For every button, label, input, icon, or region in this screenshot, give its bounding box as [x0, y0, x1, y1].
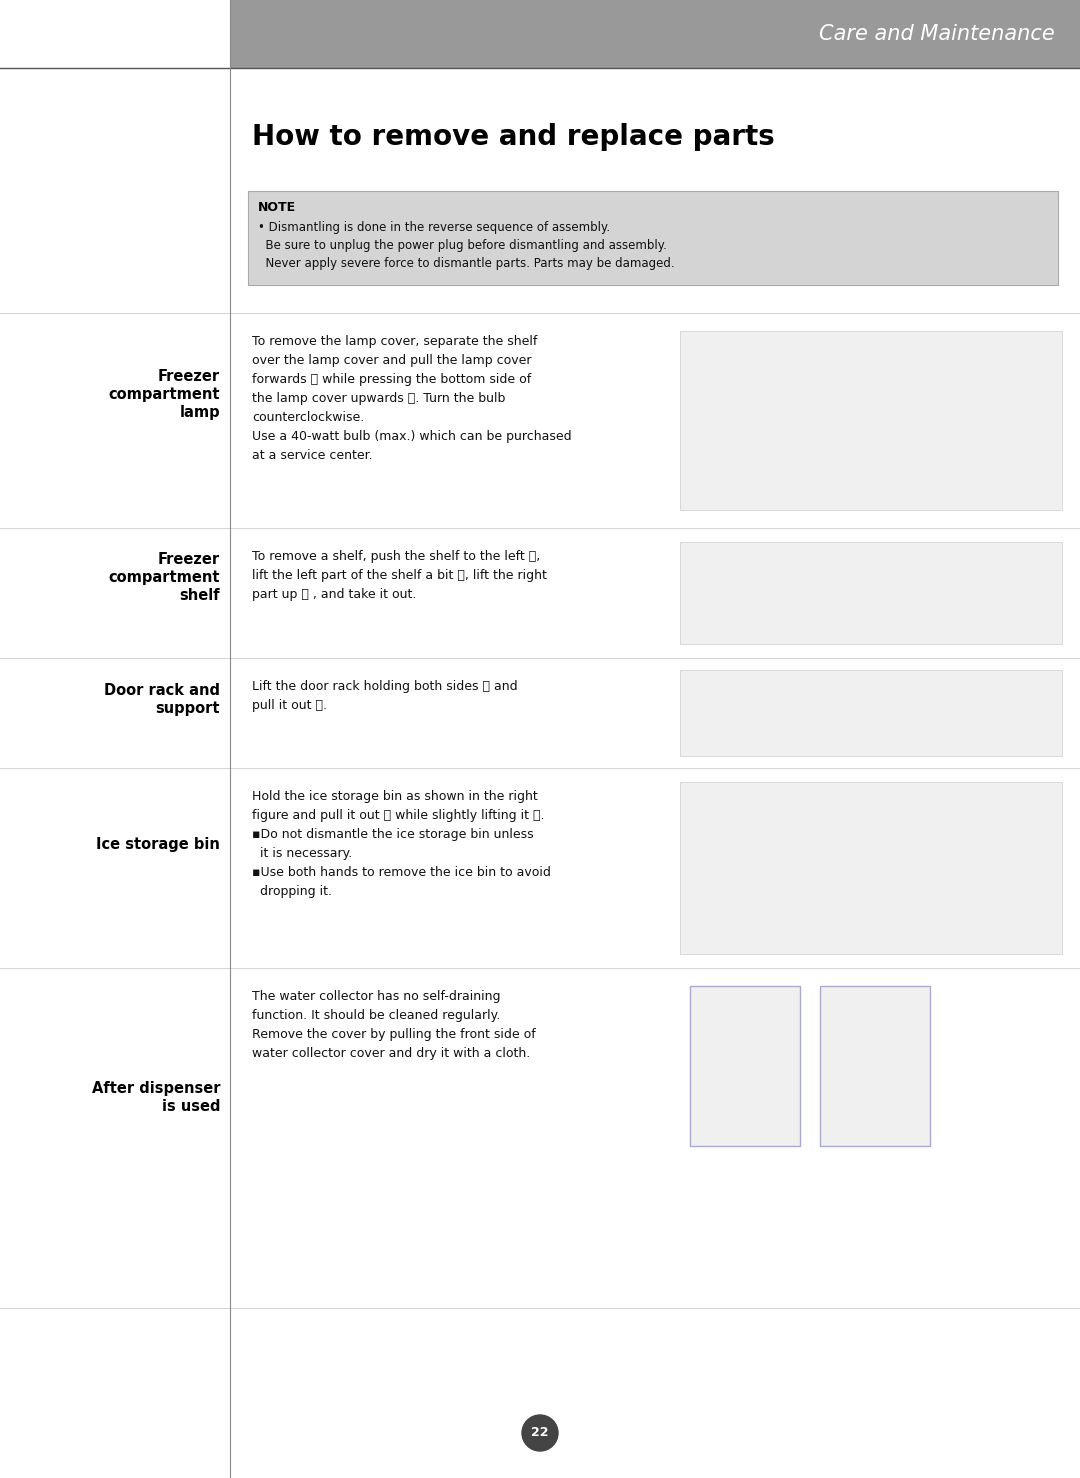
Text: forwards Ⓑ while pressing the bottom side of: forwards Ⓑ while pressing the bottom sid… — [252, 372, 531, 386]
Text: Be sure to unplug the power plug before dismantling and assembly.: Be sure to unplug the power plug before … — [258, 239, 666, 253]
Text: over the lamp cover and pull the lamp cover: over the lamp cover and pull the lamp co… — [252, 355, 531, 367]
Text: • Dismantling is done in the reverse sequence of assembly.: • Dismantling is done in the reverse seq… — [258, 222, 610, 234]
Text: The water collector has no self-draining: The water collector has no self-draining — [252, 990, 500, 1004]
Circle shape — [522, 1414, 558, 1451]
Text: Ice storage bin: Ice storage bin — [96, 837, 220, 851]
Text: compartment: compartment — [108, 387, 220, 402]
Text: Use a 40-watt bulb (max.) which can be purchased: Use a 40-watt bulb (max.) which can be p… — [252, 430, 571, 443]
Bar — [680, 670, 1062, 757]
Bar — [0, 0, 230, 68]
Text: After dispenser: After dispenser — [92, 1080, 220, 1095]
Bar — [680, 542, 1062, 644]
Text: part up Ⓒ , and take it out.: part up Ⓒ , and take it out. — [252, 588, 417, 602]
Text: lamp: lamp — [179, 405, 220, 420]
Text: Never apply severe force to dismantle parts. Parts may be damaged.: Never apply severe force to dismantle pa… — [258, 257, 675, 270]
Text: pull it out Ⓑ.: pull it out Ⓑ. — [252, 699, 327, 712]
Text: compartment: compartment — [108, 571, 220, 585]
Text: NOTE: NOTE — [258, 201, 296, 214]
Text: figure and pull it out Ⓑ while slightly lifting it Ⓐ.: figure and pull it out Ⓑ while slightly … — [252, 808, 544, 822]
Text: Door rack and: Door rack and — [104, 683, 220, 698]
Text: Remove the cover by pulling the front side of: Remove the cover by pulling the front si… — [252, 1029, 536, 1041]
Bar — [0, 0, 1080, 68]
Text: dropping it.: dropping it. — [252, 885, 332, 899]
Text: 22: 22 — [531, 1426, 549, 1440]
Text: function. It should be cleaned regularly.: function. It should be cleaned regularly… — [252, 1009, 500, 1021]
Bar — [248, 191, 1058, 285]
Text: shelf: shelf — [179, 588, 220, 603]
Text: Freezer: Freezer — [158, 551, 220, 568]
Bar — [680, 782, 1062, 953]
Text: Hold the ice storage bin as shown in the right: Hold the ice storage bin as shown in the… — [252, 791, 538, 803]
Text: at a service center.: at a service center. — [252, 449, 373, 463]
Text: water collector cover and dry it with a cloth.: water collector cover and dry it with a … — [252, 1046, 530, 1060]
Text: is used: is used — [162, 1098, 220, 1114]
Text: To remove a shelf, push the shelf to the left Ⓐ,: To remove a shelf, push the shelf to the… — [252, 550, 540, 563]
Text: Lift the door rack holding both sides Ⓐ and: Lift the door rack holding both sides Ⓐ … — [252, 680, 517, 693]
Text: it is necessary.: it is necessary. — [252, 847, 352, 860]
Text: ▪Do not dismantle the ice storage bin unless: ▪Do not dismantle the ice storage bin un… — [252, 828, 534, 841]
Bar — [680, 331, 1062, 510]
Text: counterclockwise.: counterclockwise. — [252, 411, 364, 424]
Text: Care and Maintenance: Care and Maintenance — [820, 24, 1055, 44]
Text: ▪Use both hands to remove the ice bin to avoid: ▪Use both hands to remove the ice bin to… — [252, 866, 551, 879]
Text: How to remove and replace parts: How to remove and replace parts — [252, 123, 774, 151]
Text: To remove the lamp cover, separate the shelf: To remove the lamp cover, separate the s… — [252, 336, 538, 347]
Text: Freezer: Freezer — [158, 370, 220, 384]
Bar — [690, 986, 800, 1145]
Text: lift the left part of the shelf a bit Ⓑ, lift the right: lift the left part of the shelf a bit Ⓑ,… — [252, 569, 546, 582]
Text: the lamp cover upwards Ⓐ. Turn the bulb: the lamp cover upwards Ⓐ. Turn the bulb — [252, 392, 505, 405]
Bar — [820, 986, 930, 1145]
Text: support: support — [156, 701, 220, 717]
